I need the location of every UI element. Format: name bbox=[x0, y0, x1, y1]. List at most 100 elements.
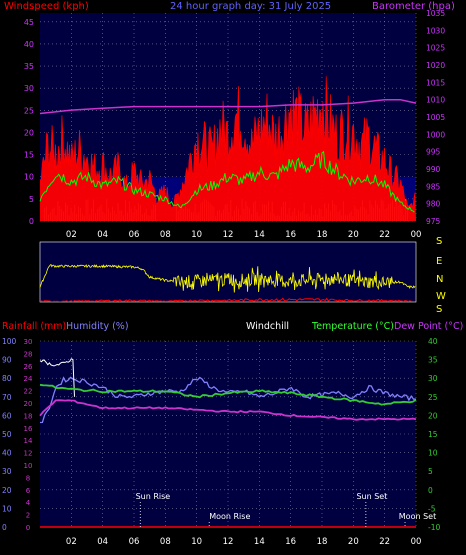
y-hum-tick-4: 8 bbox=[26, 474, 30, 482]
x-tick-3-5: 12 bbox=[223, 537, 234, 547]
y-right-tick-3-8: 30 bbox=[428, 374, 438, 383]
y-right-tick-3-5: 15 bbox=[428, 430, 438, 439]
x-tick-3-11: 00 bbox=[411, 537, 422, 547]
y-hum-tick-10: 20 bbox=[24, 400, 33, 408]
y-right-tick-1-4: 995 bbox=[426, 148, 441, 157]
y-left-tick-1-8: 40 bbox=[24, 40, 34, 49]
barometer-line bbox=[39, 98, 417, 115]
y-left-tick-1-0: 0 bbox=[29, 217, 34, 226]
x-tick-3-1: 04 bbox=[97, 537, 108, 547]
y-rain-tick-9: 90 bbox=[2, 356, 12, 365]
y-hum-tick-0: 0 bbox=[26, 524, 30, 532]
y-rain-tick-10: 100 bbox=[2, 337, 17, 346]
y-left-tick-1-4: 20 bbox=[24, 128, 34, 137]
y-rain-tick-6: 60 bbox=[2, 411, 12, 420]
x-tick-1-10: 22 bbox=[379, 230, 390, 240]
y-right-tick-3-6: 20 bbox=[428, 411, 438, 420]
y-rain-tick-2: 20 bbox=[2, 486, 12, 495]
y-right-tick-1-3: 990 bbox=[426, 165, 441, 174]
wind-dir-label-4: S bbox=[436, 304, 442, 315]
y-right-tick-3-0: -10 bbox=[428, 523, 440, 532]
moon_rise-label: Moon Rise bbox=[209, 512, 250, 521]
x-tick-1-0: 02 bbox=[66, 230, 77, 240]
y-hum-tick-15: 30 bbox=[24, 338, 33, 346]
y-hum-tick-5: 10 bbox=[24, 462, 33, 470]
dewpoint-line bbox=[39, 399, 417, 421]
x-tick-3-8: 18 bbox=[317, 537, 328, 547]
dewpoint-label: Dew Point (°C) bbox=[394, 321, 463, 332]
wind-dir-label-3: W bbox=[436, 291, 446, 302]
wind-dir-label-2: N bbox=[436, 274, 443, 285]
y-hum-tick-1: 2 bbox=[26, 512, 30, 520]
x-tick-1-8: 18 bbox=[317, 230, 328, 240]
humidity-line bbox=[39, 376, 417, 424]
y-hum-tick-13: 26 bbox=[24, 363, 33, 371]
humidity-peak-line bbox=[39, 358, 75, 397]
y-hum-tick-12: 24 bbox=[24, 375, 33, 383]
y-right-tick-3-9: 35 bbox=[428, 356, 438, 365]
y-hum-tick-6: 12 bbox=[24, 450, 33, 458]
y-right-tick-1-1: 980 bbox=[426, 200, 441, 209]
y-right-tick-1-10: 1025 bbox=[426, 44, 445, 53]
humidity-label: Humidity (%) bbox=[66, 321, 129, 332]
y-hum-tick-9: 18 bbox=[24, 412, 33, 420]
y-right-tick-1-5: 1000 bbox=[426, 130, 445, 139]
y-right-tick-1-9: 1020 bbox=[426, 61, 445, 70]
x-tick-1-1: 04 bbox=[97, 230, 108, 240]
y-left-tick-1-9: 45 bbox=[24, 18, 34, 27]
y-left-tick-1-6: 30 bbox=[24, 84, 34, 93]
y-rain-tick-3: 30 bbox=[2, 467, 12, 476]
y-right-tick-3-2: 0 bbox=[428, 486, 433, 495]
sun_rise-label: Sun Rise bbox=[136, 492, 171, 501]
x-tick-1-4: 10 bbox=[191, 230, 202, 240]
x-tick-1-7: 16 bbox=[285, 230, 296, 240]
y-right-tick-1-0: 975 bbox=[426, 217, 441, 226]
y-hum-tick-2: 4 bbox=[26, 499, 31, 507]
moon_set-label: Moon Set bbox=[399, 512, 436, 521]
x-tick-3-7: 16 bbox=[285, 537, 296, 547]
plot-area-2 bbox=[39, 241, 417, 303]
x-tick-3-6: 14 bbox=[254, 537, 265, 547]
y-right-tick-3-3: 5 bbox=[428, 467, 433, 476]
y-left-tick-1-1: 5 bbox=[29, 195, 34, 204]
y-left-tick-1-5: 25 bbox=[24, 106, 34, 115]
temperature-label: Temperature (°C) bbox=[311, 321, 394, 332]
y-left-tick-1-3: 15 bbox=[24, 151, 34, 160]
y-rain-tick-8: 80 bbox=[2, 374, 12, 383]
y-hum-tick-11: 22 bbox=[24, 388, 33, 396]
windspeed-gust-line bbox=[39, 76, 416, 210]
x-tick-1-2: 06 bbox=[129, 230, 140, 240]
windchill-label: Windchill bbox=[246, 321, 289, 332]
y-right-tick-1-12: 1035 bbox=[426, 9, 445, 18]
y-hum-tick-3: 6 bbox=[26, 487, 31, 495]
temperature-line bbox=[39, 383, 417, 406]
y-left-tick-1-7: 35 bbox=[24, 62, 34, 71]
y-right-tick-1-7: 1010 bbox=[426, 96, 445, 105]
y-right-tick-1-6: 1005 bbox=[426, 113, 445, 122]
y-right-tick-1-11: 1030 bbox=[426, 26, 445, 35]
x-tick-1-5: 12 bbox=[223, 230, 234, 240]
barometer-label: Barometer (hpa) bbox=[372, 1, 455, 12]
y-right-tick-1-2: 985 bbox=[426, 182, 441, 191]
rainfall-label: Rainfall (mm) bbox=[2, 321, 66, 332]
y-rain-tick-0: 0 bbox=[2, 523, 7, 532]
x-tick-1-3: 08 bbox=[160, 230, 171, 240]
wind-direction-line bbox=[39, 263, 416, 293]
x-tick-1-9: 20 bbox=[348, 230, 359, 240]
y-hum-tick-8: 16 bbox=[24, 425, 33, 433]
y-rain-tick-4: 40 bbox=[2, 449, 12, 458]
y-right-tick-3-1: -5 bbox=[428, 504, 436, 513]
x-tick-1-6: 14 bbox=[254, 230, 265, 240]
windspeed-avg-line bbox=[39, 150, 415, 213]
chart-title: 24 hour graph day: 31 July 2025 bbox=[170, 1, 331, 12]
y-right-tick-3-10: 40 bbox=[428, 337, 438, 346]
y-right-tick-1-8: 1015 bbox=[426, 78, 445, 87]
y-left-tick-1-2: 10 bbox=[24, 173, 34, 182]
x-tick-3-2: 06 bbox=[129, 537, 140, 547]
wind-gust-direction-line bbox=[39, 297, 415, 303]
sun_set-label: Sun Set bbox=[356, 492, 387, 501]
y-rain-tick-1: 10 bbox=[2, 504, 12, 513]
y-rain-tick-7: 70 bbox=[2, 393, 12, 402]
y-right-tick-3-7: 25 bbox=[428, 393, 438, 402]
